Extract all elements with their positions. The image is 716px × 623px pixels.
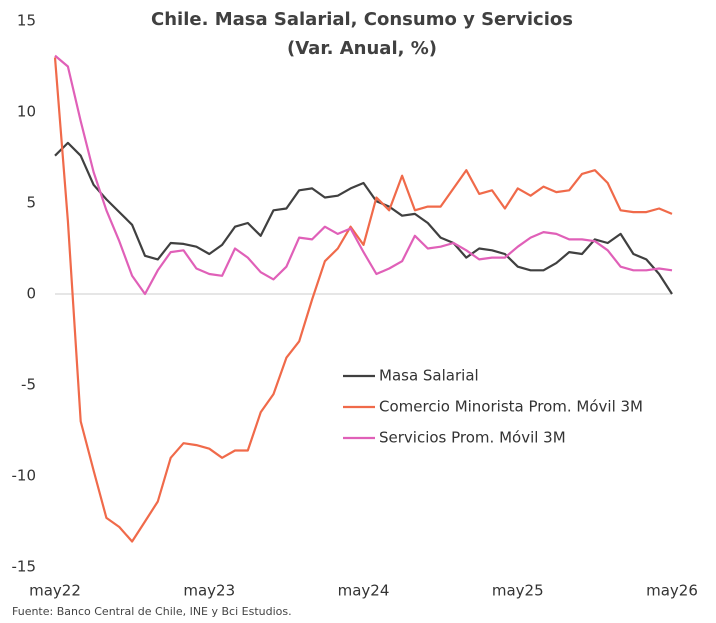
- y-tick-label: 15: [17, 12, 36, 30]
- legend-label: Masa Salarial: [379, 367, 479, 385]
- source: Fuente: Banco Central de Chile, INE y Bc…: [12, 605, 292, 618]
- x-tick-label: may24: [338, 582, 390, 600]
- chart-title: Chile. Masa Salarial, Consumo y Servicio…: [151, 9, 573, 30]
- y-tick-label: 5: [26, 194, 36, 212]
- y-tick-label: -10: [12, 467, 37, 485]
- x-tick-label: may22: [29, 582, 81, 600]
- y-tick-label: -5: [21, 376, 36, 394]
- y-tick-label: -15: [12, 558, 37, 576]
- series-line: [54, 141, 673, 295]
- y-tick-label: 0: [26, 285, 36, 303]
- series-line: [54, 54, 673, 296]
- x-tick-label: may26: [646, 582, 698, 600]
- y-tick-label: 10: [17, 103, 36, 121]
- legend-label: Comercio Minorista Prom. Móvil 3M: [379, 398, 643, 416]
- series-line: [53, 57, 673, 543]
- x-tick-label: may23: [183, 582, 235, 600]
- x-tick-label: may25: [492, 582, 544, 600]
- chart-subtitle: (Var. Anual, %): [287, 38, 437, 59]
- legend-label: Servicios Prom. Móvil 3M: [379, 429, 566, 447]
